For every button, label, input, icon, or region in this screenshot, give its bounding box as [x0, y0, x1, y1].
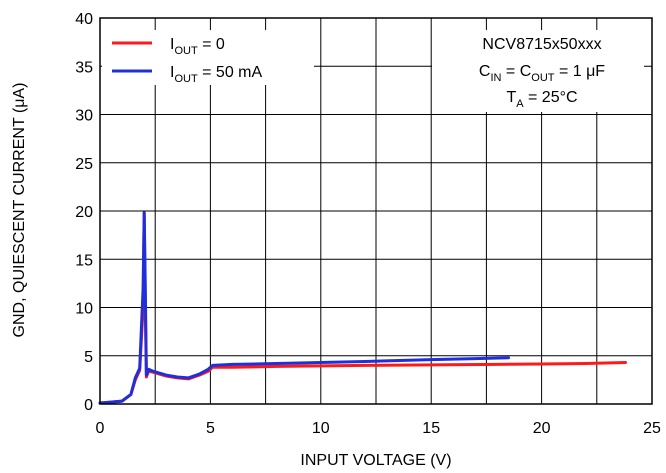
legend-label-iout-0: IOUT = 0: [170, 36, 225, 57]
capacitor-condition: CIN = COUT = 1 μF: [479, 63, 605, 84]
y-tick-label: 0: [84, 397, 93, 414]
x-tick-label: 5: [206, 420, 215, 437]
y-tick-label: 10: [75, 301, 93, 318]
conditions-annotation: NCV8715x50xxx CIN = COUT = 1 μF TA = 25°…: [432, 30, 644, 112]
y-tick-label: 40: [75, 11, 93, 28]
x-tick-label: 25: [643, 420, 661, 437]
temperature-condition: TA = 25°C: [506, 89, 577, 110]
y-tick-label: 30: [75, 108, 93, 125]
x-axis-label: INPUT VOLTAGE (V): [300, 452, 451, 469]
y-tick-label: 15: [75, 252, 93, 269]
x-tick-label: 20: [533, 420, 551, 437]
y-tick-label: 20: [75, 204, 93, 221]
series-line-iout-50ma: [98, 211, 510, 405]
device-name: NCV8715x50xxx: [482, 36, 601, 53]
y-axis-label: GND, QUIESCENT CURRENT (μA): [11, 83, 28, 338]
series-layer: [98, 211, 627, 405]
y-tick-label: 5: [84, 349, 93, 366]
conditions-box: [432, 30, 644, 112]
y-tick-label: 35: [75, 59, 93, 76]
legend-label-iout-50ma: IOUT = 50 mA: [170, 64, 262, 85]
legend-box: [102, 30, 314, 85]
y-tick-label: 25: [75, 156, 93, 173]
x-tick-labels: 0 5 10 15 20 25: [96, 420, 661, 437]
grid: [100, 18, 652, 404]
x-tick-label: 10: [312, 420, 330, 437]
legend: IOUT = 0 IOUT = 50 mA: [102, 30, 314, 85]
y-tick-labels: 0 5 10 15 20 25 30 35 40: [75, 11, 93, 414]
x-tick-label: 0: [96, 420, 105, 437]
plot-frame: [99, 17, 653, 405]
x-tick-label: 15: [422, 420, 440, 437]
